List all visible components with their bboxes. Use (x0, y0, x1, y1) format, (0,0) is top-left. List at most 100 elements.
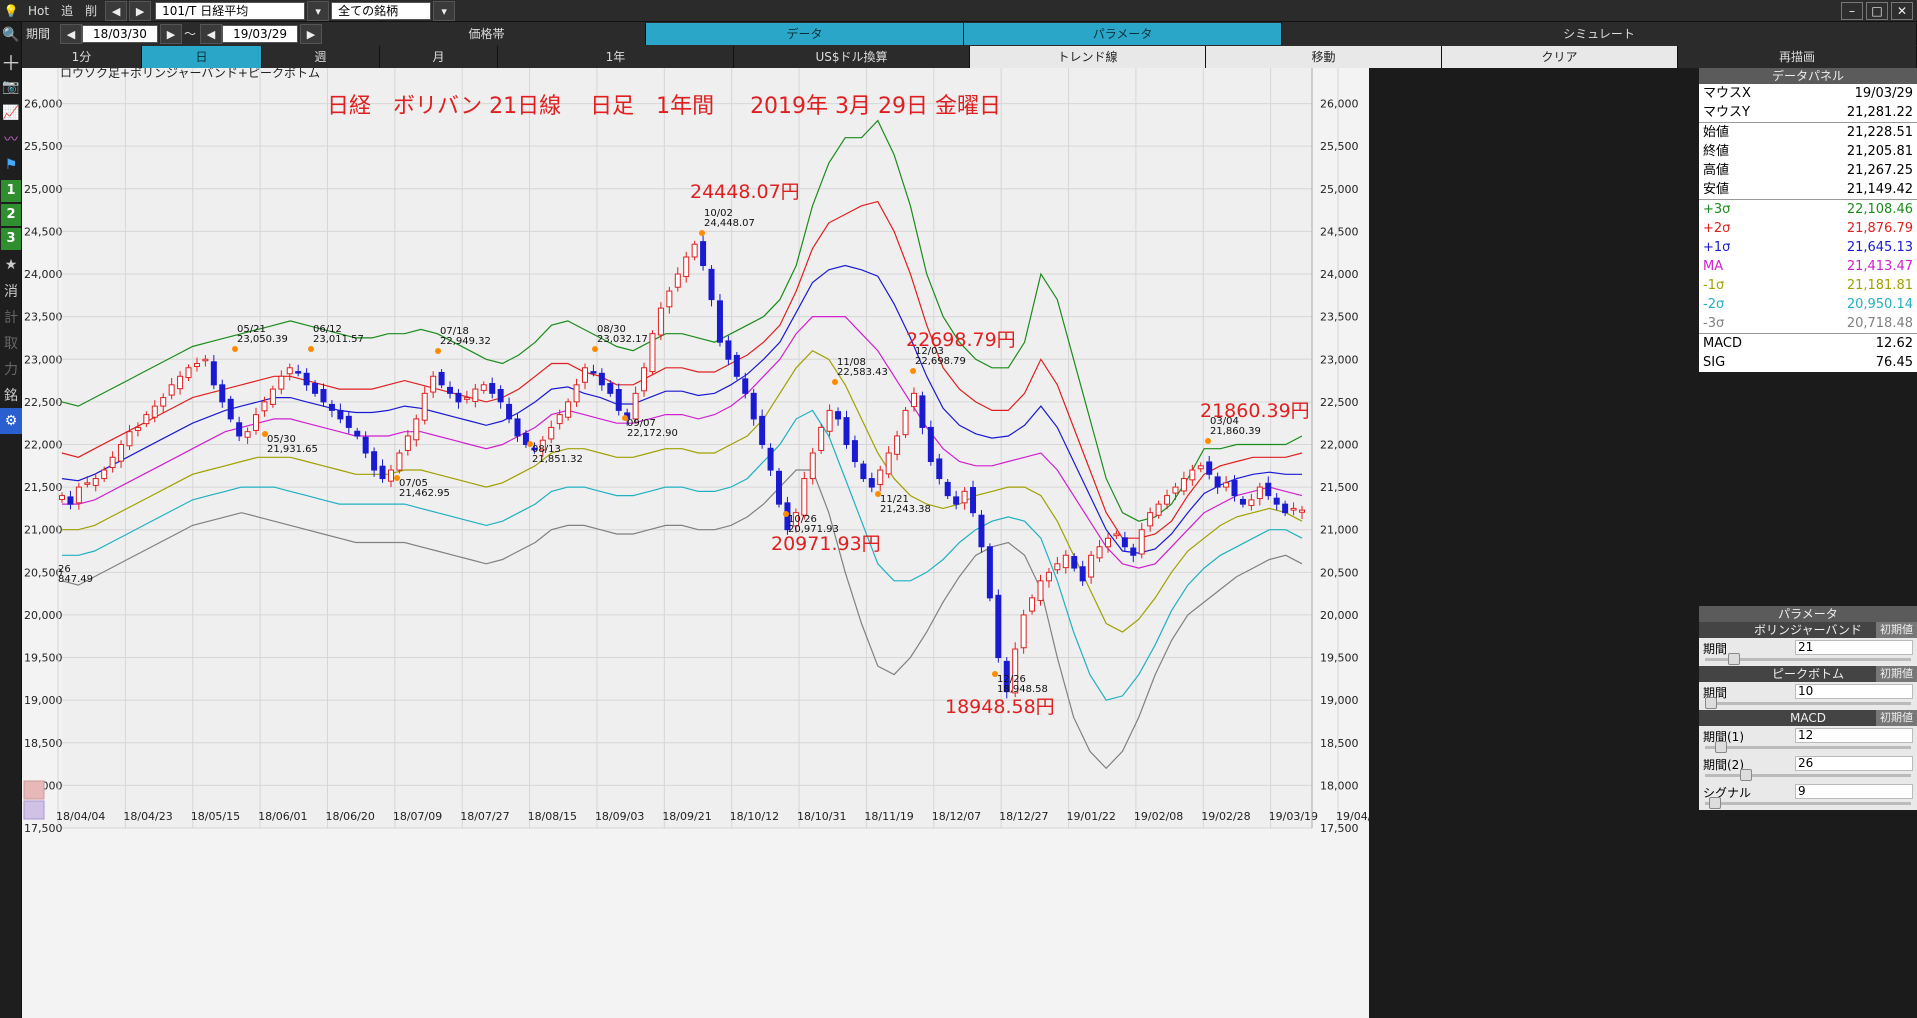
hot-button[interactable]: Hot (28, 3, 50, 18)
reset-button[interactable]: 初期値 (1876, 710, 1917, 726)
gear-icon[interactable]: ⚙ (0, 408, 22, 434)
flag-icon[interactable]: ⚑ (4, 157, 18, 173)
next-arrow-icon[interactable]: ▶ (129, 0, 152, 21)
multi-line-icon[interactable]: 〰 (4, 132, 18, 148)
peak-value-label: 23,032.17 (597, 334, 648, 345)
parameter-value-input[interactable]: 26 (1795, 756, 1913, 771)
candle-body (641, 367, 648, 392)
parameter-slider-thumb[interactable] (1727, 653, 1740, 665)
preset-2-button[interactable]: 2 (1, 204, 21, 226)
maximize-icon[interactable]: □ (1866, 1, 1888, 20)
data-panel-row: 終値 21,205.81 (1699, 142, 1917, 161)
preset-1-button[interactable]: 1 (1, 180, 21, 202)
y-tick-label-right: 18,500 (1320, 737, 1359, 750)
peak-date-label: 03/04 (1210, 416, 1239, 427)
plus-icon[interactable]: ＋ (1, 50, 21, 75)
candle-body (1138, 529, 1145, 555)
to-date-input[interactable]: 19/03/29 (222, 25, 299, 43)
x-tick-label: 18/10/31 (797, 810, 846, 823)
bulb-icon[interactable]: 💡 (3, 3, 19, 18)
data-panel-row: -3σ 20,718.48 (1699, 314, 1917, 333)
line-chart-icon[interactable]: 📈 (2, 105, 20, 121)
data-panel-header: データパネル (1699, 68, 1917, 84)
candle-body (109, 456, 116, 468)
to-prev-icon[interactable]: ◀ (200, 24, 223, 44)
peak-date-label: 11/08 (837, 357, 866, 368)
parameter-value-input[interactable]: 9 (1795, 784, 1913, 799)
candle-body (1071, 556, 1078, 569)
candle-body (792, 512, 799, 527)
tab-usd-convert[interactable]: US$ドル換算 (734, 46, 970, 68)
data-panel-value: 12.62 (1875, 336, 1913, 351)
close-icon[interactable]: ✕ (1891, 1, 1913, 20)
from-next-icon[interactable]: ▶ (160, 24, 182, 44)
parameter-slider-track[interactable] (1705, 702, 1911, 705)
chart-area[interactable]: 26,000 26,000 25,500 25,500 25,000 25,000 24,5… (22, 68, 1369, 1018)
star-icon[interactable]: ★ (4, 257, 18, 273)
tab-redraw[interactable]: 再描画 (1678, 46, 1917, 68)
parameter-slider-track[interactable] (1705, 658, 1911, 661)
candle-body (902, 409, 909, 436)
tab-data[interactable]: データ (646, 23, 965, 45)
tab-price-band[interactable]: 価格帯 (328, 23, 647, 45)
tab-parameter[interactable]: パラメータ (964, 23, 1283, 45)
reset-button[interactable]: 初期値 (1876, 622, 1917, 638)
force-button[interactable]: 力 (4, 362, 18, 378)
calc-button[interactable]: 計 (4, 310, 18, 326)
tab-weekly[interactable]: 週 (262, 46, 380, 68)
universe-select[interactable]: 全ての銘柄 (331, 1, 432, 20)
symbol-input[interactable]: 101/T 日経平均 (155, 1, 306, 20)
candle-body (345, 415, 352, 428)
parameter-value-input[interactable]: 21 (1795, 640, 1913, 655)
left-edge-value-label: 847.49 (58, 574, 93, 585)
parameter-label: 期間 (1703, 686, 1728, 700)
candle-body (84, 482, 91, 485)
prev-arrow-icon[interactable]: ◀ (105, 0, 128, 21)
delete-button[interactable]: 削 (85, 3, 98, 18)
parameter-slider-track[interactable] (1705, 746, 1911, 749)
preset-3-button[interactable]: 3 (1, 228, 21, 250)
candle-body (379, 465, 386, 480)
parameter-slider-thumb[interactable] (1715, 741, 1728, 753)
universe-dropdown-icon[interactable]: ▾ (433, 0, 456, 21)
candle-body (910, 392, 917, 408)
parameter-value-input[interactable]: 10 (1795, 684, 1913, 699)
candle-body (134, 426, 141, 431)
camera-icon[interactable]: 📷 (2, 79, 20, 95)
candle-body (1197, 465, 1204, 470)
erase-button[interactable]: 消 (4, 284, 18, 300)
x-tick-label: 18/06/01 (258, 810, 307, 823)
add-button[interactable]: 追 (61, 3, 74, 18)
symbol-dropdown-icon[interactable]: ▾ (307, 0, 330, 21)
from-prev-icon[interactable]: ◀ (60, 24, 82, 44)
bollinger-chart[interactable]: 26,000 26,000 25,500 25,500 25,000 25,000 24,5… (22, 68, 1369, 1018)
parameter-slider-track[interactable] (1705, 774, 1911, 777)
data-panel-label: +1σ (1703, 240, 1731, 255)
minimize-icon[interactable]: – (1841, 1, 1863, 20)
candle-body (556, 414, 563, 425)
take-button[interactable]: 取 (4, 336, 18, 352)
parameter-slider-thumb[interactable] (1705, 697, 1718, 709)
data-panel-label: -3σ (1703, 316, 1725, 331)
candle-body (1189, 469, 1196, 481)
parameter-slider-thumb[interactable] (1709, 797, 1722, 809)
to-next-icon[interactable]: ▶ (300, 24, 323, 44)
reset-button[interactable]: 初期値 (1876, 666, 1917, 682)
parameter-value-input[interactable]: 12 (1795, 728, 1913, 743)
tab-1year[interactable]: 1年 (498, 46, 734, 68)
tab-monthly[interactable]: 月 (380, 46, 498, 68)
tab-daily[interactable]: 日 (142, 46, 262, 68)
parameter-slider-thumb[interactable] (1740, 769, 1753, 781)
tab-simulate[interactable]: シミュレート (1282, 23, 1917, 45)
tab-1min[interactable]: 1分 (22, 46, 142, 68)
parameter-slider-track[interactable] (1705, 802, 1911, 805)
candle-body (894, 435, 901, 455)
tab-clear[interactable]: クリア (1442, 46, 1678, 68)
tab-trendline[interactable]: トレンド線 (970, 46, 1206, 68)
tab-move[interactable]: 移動 (1206, 46, 1442, 68)
from-date-input[interactable]: 18/03/30 (82, 25, 158, 43)
stock-button[interactable]: 銘 (4, 388, 18, 404)
band-line-up1 (61, 264, 1302, 554)
search-icon[interactable]: 🔍 (2, 27, 20, 43)
x-tick-label: 18/06/20 (325, 810, 374, 823)
